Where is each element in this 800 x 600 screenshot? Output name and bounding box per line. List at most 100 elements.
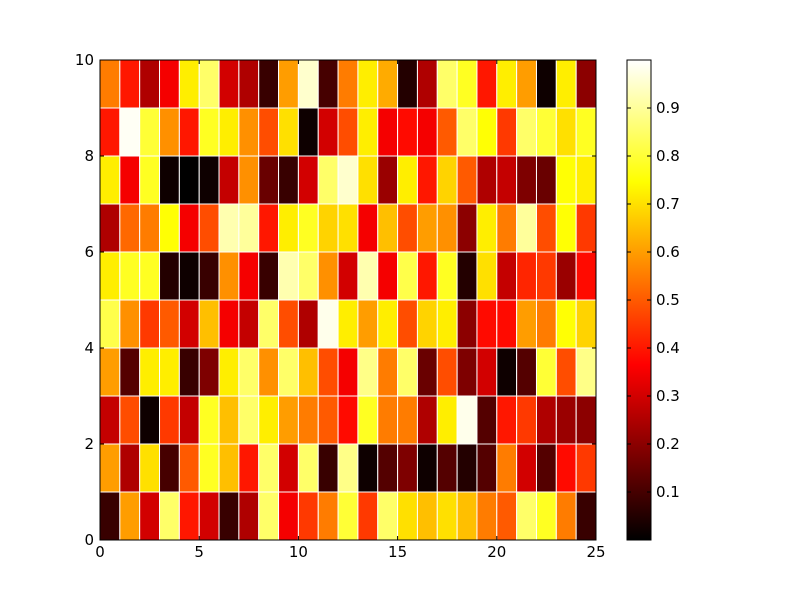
heatmap-cell	[159, 59, 180, 109]
y-tick-label: 8	[84, 147, 94, 165]
y-tick-label: 2	[84, 435, 94, 453]
heatmap-cell	[575, 155, 597, 205]
heatmap-cell	[178, 203, 200, 253]
heatmap-cell	[496, 299, 518, 349]
x-tick-label: 25	[586, 543, 605, 561]
heatmap-cell	[238, 251, 260, 301]
heatmap-cell	[119, 107, 141, 157]
heatmap-cell	[317, 107, 339, 157]
heatmap-cell	[317, 203, 339, 253]
heatmap-cell	[476, 299, 498, 349]
heatmap-cell	[119, 203, 141, 253]
y-tick-label: 0	[84, 531, 94, 549]
heatmap-cell	[198, 443, 220, 493]
heatmap-cell	[496, 395, 518, 445]
heatmap-cell	[377, 395, 399, 445]
colorbar-tick-label: 0.6	[656, 243, 680, 261]
heatmap-cell	[258, 395, 280, 445]
colorbar-axis: 0.1 0.2 0.3 0.4 0.5 0.6 0.7 0.8 0.9	[627, 99, 680, 501]
heatmap-cell	[575, 203, 597, 253]
heatmap-cell	[416, 491, 438, 541]
heatmap-cell	[456, 251, 478, 301]
heatmap-cell	[258, 59, 280, 109]
heatmap-cell	[397, 443, 418, 493]
heatmap-cell	[99, 59, 121, 109]
heatmap-cell	[139, 155, 161, 205]
heatmap-cell	[516, 299, 537, 349]
heatmap-cell	[535, 443, 557, 493]
heatmap-cell	[357, 491, 379, 541]
heatmap-cell	[377, 203, 399, 253]
heatmap-cell	[555, 155, 577, 205]
heatmap-cell	[555, 491, 577, 541]
heatmap-cell	[555, 347, 577, 397]
heatmap-cell	[476, 203, 498, 253]
heatmap-cell	[377, 299, 399, 349]
y-axis: 0 2 4 6 8 10	[75, 51, 596, 549]
heatmap-cell	[436, 395, 458, 445]
heatmap-cell	[317, 491, 339, 541]
heatmap-cell	[357, 59, 379, 109]
heatmap-cell	[436, 347, 458, 397]
heatmap-cell	[278, 107, 299, 157]
heatmap-cell	[416, 347, 438, 397]
heatmap-cell	[575, 251, 597, 301]
heatmap-cell	[496, 155, 518, 205]
heatmap-cell	[278, 203, 299, 253]
heatmap-cell	[159, 443, 180, 493]
heatmap-cell	[377, 107, 399, 157]
heatmap-cell	[337, 203, 359, 253]
heatmap-cell	[198, 299, 220, 349]
heatmap-cell	[516, 395, 537, 445]
heatmap-cell	[258, 107, 280, 157]
heatmap-cell	[297, 155, 319, 205]
heatmap-cell	[535, 203, 557, 253]
heatmap-cell	[317, 395, 339, 445]
heatmap-cell	[496, 251, 518, 301]
heatmap-cell	[198, 347, 220, 397]
heatmap-cell	[218, 59, 240, 109]
heatmap-cell	[238, 59, 260, 109]
heatmap-cell	[535, 395, 557, 445]
heatmap-cell	[119, 251, 141, 301]
x-tick-label: 0	[95, 543, 105, 561]
heatmap-cell	[218, 203, 240, 253]
colorbar-tick-label: 0.4	[656, 339, 680, 357]
heatmap-cell	[496, 107, 518, 157]
heatmap-cell	[198, 59, 220, 109]
heatmap-cell	[99, 155, 121, 205]
heatmap-cell	[436, 491, 458, 541]
heatmap-cell	[555, 251, 577, 301]
heatmap-cell	[476, 347, 498, 397]
heatmap-cell	[178, 59, 200, 109]
x-tick-label: 15	[388, 543, 407, 561]
heatmap-cell	[297, 203, 319, 253]
heatmap-cell	[218, 347, 240, 397]
heatmap-cell	[416, 251, 438, 301]
heatmap-cell	[436, 251, 458, 301]
heatmap-cell	[238, 347, 260, 397]
heatmap-cell	[278, 491, 299, 541]
heatmap-cell	[535, 155, 557, 205]
heatmap-cell	[258, 491, 280, 541]
heatmap-cell	[139, 491, 161, 541]
colorbar-tick-label: 0.2	[656, 435, 680, 453]
heatmap-cell	[436, 203, 458, 253]
heatmap-cell	[337, 443, 359, 493]
heatmap-cell	[476, 395, 498, 445]
heatmap-cell	[218, 491, 240, 541]
heatmap-cell	[178, 347, 200, 397]
heatmap-cell	[317, 59, 339, 109]
plot-frame	[99, 59, 597, 541]
heatmap-cell	[178, 299, 200, 349]
heatmap-cell	[377, 155, 399, 205]
heatmap-cell	[159, 395, 180, 445]
heatmap-cell	[178, 155, 200, 205]
heatmap-cell	[555, 203, 577, 253]
heatmap-cell	[198, 155, 220, 205]
heatmap-cell	[139, 251, 161, 301]
heatmap-cell	[555, 395, 577, 445]
heatmap-cell	[456, 59, 478, 109]
heatmap-cell	[456, 203, 478, 253]
heatmap-cell	[198, 251, 220, 301]
